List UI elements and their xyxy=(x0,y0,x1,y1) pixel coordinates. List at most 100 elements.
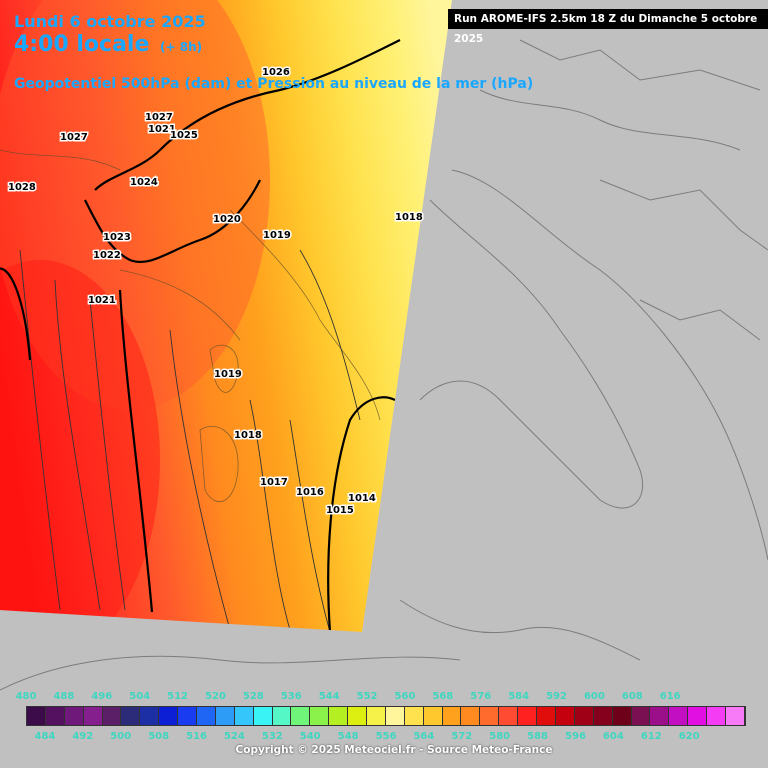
isobar-label: 1016 xyxy=(296,487,324,498)
scale-cell xyxy=(159,707,179,725)
scale-cell xyxy=(27,707,46,725)
isobar-label: 1027 xyxy=(60,132,88,143)
scale-cell xyxy=(234,707,254,725)
isobar-label: 1020 xyxy=(213,214,241,225)
scale-cell xyxy=(480,707,500,725)
scale-cell xyxy=(348,707,368,725)
scale-cell xyxy=(83,707,103,725)
scale-cell xyxy=(385,707,405,725)
scale-tick: 492 xyxy=(72,731,94,742)
isobar-label: 1024 xyxy=(130,177,158,188)
legend-top-ticks: 480 488 496 504 512 520 528 536 544 552 560 568 576 5… xyxy=(0,691,768,703)
scale-cell xyxy=(612,707,632,725)
scale-tick: 512 xyxy=(167,691,189,702)
scale-cell xyxy=(404,707,424,725)
scale-tick: 616 xyxy=(659,691,681,702)
isobar-label: 1023 xyxy=(103,232,131,243)
scale-tick: 524 xyxy=(223,731,245,742)
scale-cell xyxy=(423,707,443,725)
isobar-label: 1018 xyxy=(234,430,262,441)
isobar-label: 1018 xyxy=(395,212,423,223)
scale-cell xyxy=(102,707,122,725)
scale-tick: 480 xyxy=(15,691,37,702)
scale-tick: 488 xyxy=(53,691,75,702)
scale-cell xyxy=(725,707,745,725)
scale-cell xyxy=(329,707,349,725)
scale-cell xyxy=(518,707,538,725)
color-scale xyxy=(26,706,746,726)
scale-cell xyxy=(688,707,708,725)
scale-cell xyxy=(253,707,273,725)
background-coastlines xyxy=(0,39,768,691)
scale-cell xyxy=(215,707,235,725)
scale-tick: 600 xyxy=(583,691,605,702)
run-info: Run AROME-IFS 2.5km 18 Z du Dimanche 5 o… xyxy=(448,9,768,45)
scale-tick: 588 xyxy=(527,731,549,742)
scale-tick: 556 xyxy=(375,731,397,742)
isobar-label: 1014 xyxy=(348,493,376,504)
scale-tick: 572 xyxy=(451,731,473,742)
isobar-label: 1027 xyxy=(145,112,173,123)
scale-cell xyxy=(121,707,141,725)
isobar-label: 1021 xyxy=(148,124,176,135)
scale-cell xyxy=(197,707,216,725)
scale-cell xyxy=(574,707,594,725)
isobar-label: 1017 xyxy=(260,477,288,488)
isobar-labels: 1026 1027 1021 1025 1027 1028 1024 1023 … xyxy=(7,66,425,518)
forecast-offset: (+ 8h) xyxy=(160,40,203,54)
scale-tick: 536 xyxy=(280,691,302,702)
isobar-label: 1028 xyxy=(8,182,36,193)
scale-tick: 564 xyxy=(413,731,435,742)
forecast-date: Lundi 6 octobre 2025 xyxy=(14,12,206,31)
scale-tick: 528 xyxy=(242,691,264,702)
scale-tick: 580 xyxy=(489,731,511,742)
scale-cell xyxy=(45,707,65,725)
parameter-title: Geopotentiel 500hPa (dam) et Pression au… xyxy=(14,76,534,92)
scale-cell xyxy=(140,707,160,725)
scale-cell xyxy=(650,707,670,725)
forecast-time: 4:00 locale xyxy=(14,32,150,57)
isobar-label: 1021 xyxy=(88,295,116,306)
scale-cell xyxy=(669,707,689,725)
scale-cell xyxy=(537,707,556,725)
scale-tick: 612 xyxy=(640,731,662,742)
scale-tick: 548 xyxy=(337,731,359,742)
scale-cell xyxy=(707,707,726,725)
scale-cell xyxy=(555,707,575,725)
scale-tick: 532 xyxy=(261,731,283,742)
isobar-label: 1022 xyxy=(93,250,121,261)
isobar-label: 1019 xyxy=(214,369,242,380)
scale-cell xyxy=(310,707,330,725)
scale-cell xyxy=(593,707,613,725)
isobar-label: 1026 xyxy=(262,67,290,78)
isobar-label: 1015 xyxy=(326,505,354,516)
scale-tick: 604 xyxy=(602,731,624,742)
scale-tick: 560 xyxy=(394,691,416,702)
scale-cell xyxy=(367,707,386,725)
scale-cell xyxy=(461,707,481,725)
scale-tick: 544 xyxy=(318,691,340,702)
isobar-label: 1019 xyxy=(263,230,291,241)
scale-tick: 576 xyxy=(470,691,492,702)
scale-tick: 620 xyxy=(678,731,700,742)
scale-cell xyxy=(631,707,651,725)
scale-cell xyxy=(291,707,311,725)
scale-tick: 596 xyxy=(565,731,586,742)
scale-tick: 592 xyxy=(546,691,567,702)
scale-cell xyxy=(272,707,292,725)
scale-tick: 584 xyxy=(508,691,530,702)
scale-tick: 552 xyxy=(356,691,378,702)
scale-cell xyxy=(442,707,462,725)
scale-tick: 568 xyxy=(432,691,454,702)
scale-tick: 516 xyxy=(186,731,207,742)
scale-tick: 608 xyxy=(621,691,643,702)
scale-tick: 504 xyxy=(129,691,151,702)
geopotential-field xyxy=(0,0,452,632)
scale-tick: 508 xyxy=(148,731,170,742)
scale-tick: 500 xyxy=(110,731,132,742)
scale-tick: 484 xyxy=(34,731,56,742)
scale-cell xyxy=(499,707,519,725)
scale-tick: 496 xyxy=(91,691,113,702)
scale-cell xyxy=(64,707,84,725)
